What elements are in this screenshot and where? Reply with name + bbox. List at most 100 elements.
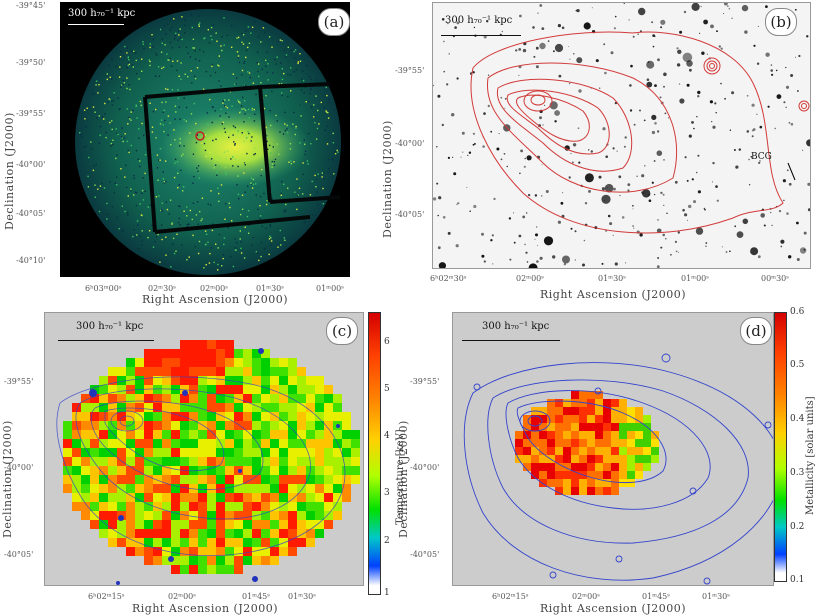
optical-star xyxy=(786,169,789,172)
temperature-pixel xyxy=(135,547,144,556)
xray-noise-pixel xyxy=(281,94,284,97)
optical-stars xyxy=(433,3,810,268)
temperature-pixel xyxy=(153,529,162,538)
metallicity-pixel xyxy=(547,407,555,415)
optical-star xyxy=(712,181,713,183)
metallicity-pixel xyxy=(555,423,563,431)
xray-noise-pixel xyxy=(327,112,329,114)
optical-star xyxy=(518,234,522,238)
xray-noise-pixel xyxy=(257,35,260,38)
metallicity-pixel xyxy=(523,463,531,471)
temperature-pixel xyxy=(180,529,189,538)
optical-star xyxy=(508,217,512,220)
xray-noise-pixel xyxy=(189,132,191,134)
xray-noise-pixel xyxy=(277,246,279,248)
xray-noise-pixel xyxy=(122,84,124,86)
temperature-pixel xyxy=(81,475,90,484)
temperature-pixel xyxy=(117,538,126,547)
optical-star xyxy=(610,51,614,55)
optical-star xyxy=(591,7,593,9)
temperature-pixel xyxy=(207,349,216,358)
temperature-pixel xyxy=(153,421,162,430)
temperature-pixel xyxy=(207,394,216,403)
temperature-pixel xyxy=(315,520,324,529)
metallicity-pixel xyxy=(635,431,643,439)
optical-star xyxy=(590,150,593,153)
temperature-pixel xyxy=(117,502,126,511)
optical-star xyxy=(689,68,692,72)
temperature-pixel xyxy=(252,475,261,484)
temperature-pixel xyxy=(324,493,333,502)
xray-noise-pixel xyxy=(140,244,143,246)
optical-star xyxy=(639,109,641,112)
xray-noise-pixel xyxy=(286,128,288,130)
optical-star xyxy=(786,212,789,215)
xray-noise-pixel xyxy=(214,110,216,112)
xray-noise-pixel xyxy=(198,23,200,26)
xray-noise-pixel xyxy=(215,32,217,34)
temperature-pixel xyxy=(351,475,360,484)
xray-noise-pixel xyxy=(116,176,118,178)
xray-noise-pixel xyxy=(112,143,114,146)
metallicity-pixel xyxy=(539,479,547,487)
blue-contours-d xyxy=(463,353,773,585)
xray-noise-pixel xyxy=(301,78,303,80)
xray-noise-pixel xyxy=(149,46,151,49)
metallicity-pixel xyxy=(587,487,595,495)
optical-star xyxy=(756,113,758,116)
optical-star xyxy=(598,175,602,179)
temperature-pixel xyxy=(81,430,90,439)
temperature-pixel xyxy=(297,457,306,466)
optical-star xyxy=(534,194,538,197)
xray-noise-pixel xyxy=(103,187,106,189)
xray-noise-pixel xyxy=(163,130,165,133)
metallicity-pixel xyxy=(627,455,635,463)
temperature-pixel xyxy=(261,430,270,439)
xray-noise-pixel xyxy=(111,58,113,60)
xray-noise-pixel xyxy=(106,73,108,75)
temperature-pixel xyxy=(144,403,153,412)
xray-noise-pixel xyxy=(283,210,285,212)
optical-star xyxy=(794,56,796,58)
xray-noise-pixel xyxy=(169,29,171,31)
metallicity-pixel xyxy=(563,439,571,447)
xray-noise-pixel xyxy=(231,46,233,48)
optical-star xyxy=(627,189,630,192)
xray-noise-pixel xyxy=(224,105,226,107)
xray-noise-pixel xyxy=(241,108,243,110)
xray-noise-pixel xyxy=(333,173,335,175)
xray-noise-pixel xyxy=(142,41,144,43)
xray-noise-pixel xyxy=(220,45,222,47)
temperature-pixel xyxy=(144,484,153,493)
xray-noise-pixel xyxy=(243,121,245,123)
xray-noise-pixel xyxy=(131,64,133,66)
xray-noise-pixel xyxy=(92,106,95,108)
xray-noise-pixel xyxy=(90,141,92,143)
xray-noise-pixel xyxy=(242,43,245,45)
optical-star xyxy=(526,155,532,161)
metallicity-pixels xyxy=(515,391,659,495)
optical-star xyxy=(691,178,694,181)
xray-noise-pixel xyxy=(127,149,129,152)
metallicity-pixel xyxy=(635,447,643,455)
metallicity-pixel xyxy=(603,471,611,479)
temperature-pixel xyxy=(189,502,198,511)
optical-star xyxy=(603,199,606,201)
xray-noise-pixel xyxy=(307,163,309,165)
xray-noise-pixel xyxy=(273,161,276,163)
xray-noise-pixel xyxy=(250,140,252,142)
metallicity-pixel xyxy=(531,415,539,423)
xray-noise-pixel xyxy=(96,117,98,119)
xray-noise-pixel xyxy=(183,210,185,212)
temperature-pixel xyxy=(108,439,117,448)
xray-noise-pixel xyxy=(306,160,309,162)
xray-noise-pixel xyxy=(263,247,266,250)
xray-noise-pixel xyxy=(209,204,212,206)
xray-noise-pixel xyxy=(248,72,251,74)
optical-star xyxy=(803,231,807,235)
xray-noise-pixel xyxy=(184,24,186,26)
temperature-pixel xyxy=(333,493,342,502)
xray-noise-pixel xyxy=(194,245,196,248)
xray-noise-pixel xyxy=(186,259,188,261)
temperature-pixel xyxy=(126,520,135,529)
